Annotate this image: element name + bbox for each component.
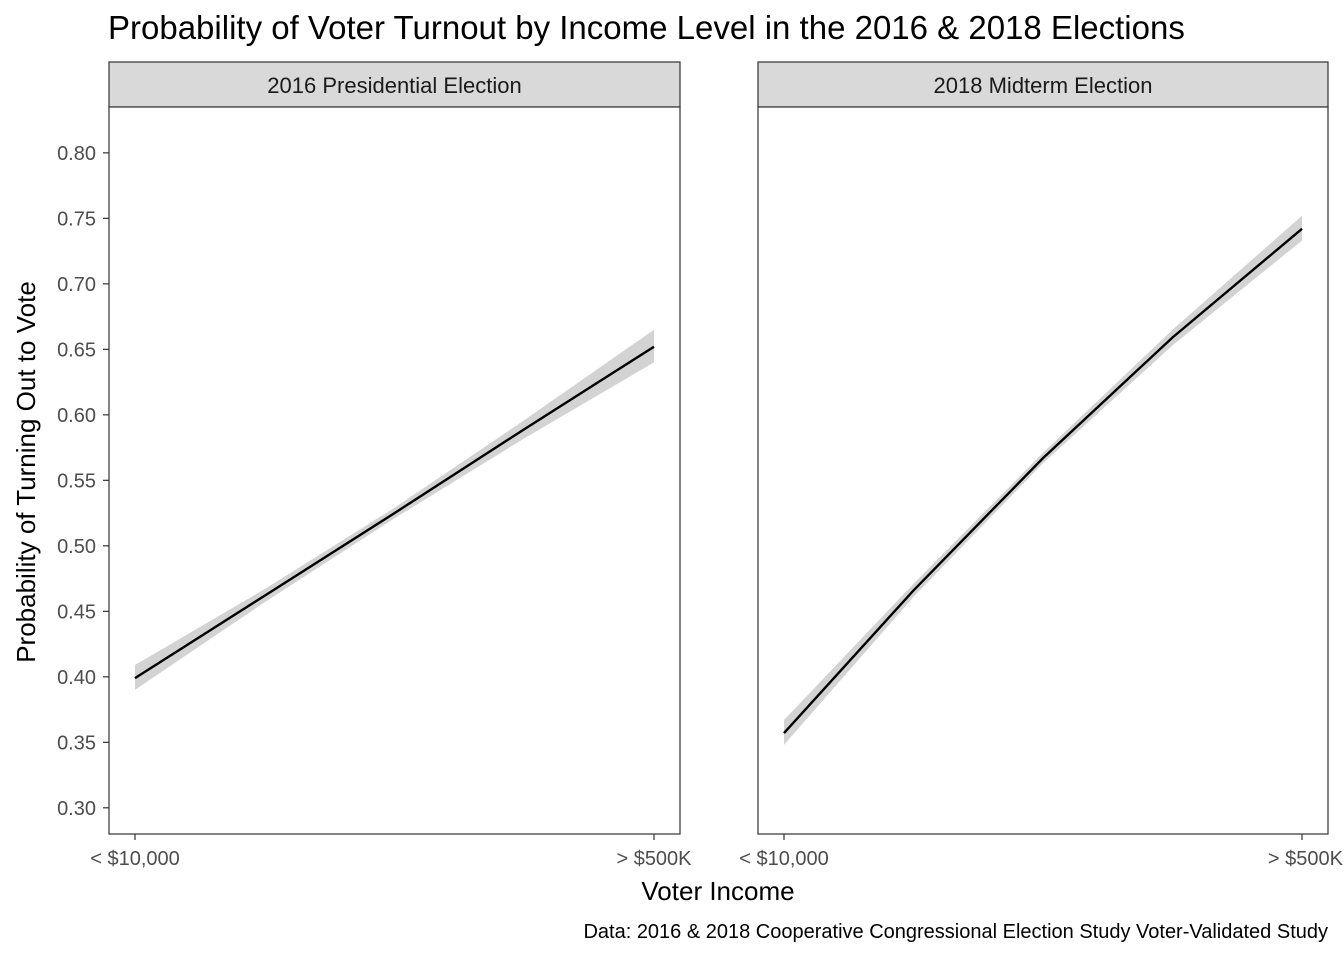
- series-line-2018: [783, 227, 1303, 734]
- series-line-2016: [134, 345, 655, 680]
- x-axis: < $10,000 > $500K < $10,000 > $500K: [90, 834, 1344, 870]
- caption: Data: 2016 & 2018 Cooperative Congressio…: [583, 921, 1328, 943]
- x-tick-label: > $500K: [1268, 848, 1344, 870]
- y-tick-label: 0.40: [57, 667, 96, 689]
- y-tick-label: 0.55: [57, 470, 96, 492]
- y-tick-label: 0.75: [57, 208, 96, 230]
- x-tick-label: > $500K: [616, 848, 692, 870]
- confidence-band-2018: [784, 215, 1302, 745]
- facet-2016: 2016 Presidential Election: [108, 61, 681, 835]
- panel-2018: [757, 106, 1329, 835]
- x-tick-label: < $10,000: [90, 848, 180, 870]
- strip-label-2018: 2018 Midterm Election: [934, 73, 1153, 98]
- strip-2016: [108, 61, 681, 108]
- y-tick-label: 0.80: [57, 143, 96, 165]
- x-axis-title: Voter Income: [641, 876, 794, 906]
- confidence-band-2016: [135, 329, 654, 690]
- y-tick-label: 0.30: [57, 798, 96, 820]
- chart-title: Probability of Voter Turnout by Income L…: [108, 9, 1185, 46]
- x-tick-label: < $10,000: [739, 848, 829, 870]
- y-tick-label: 0.70: [57, 274, 96, 296]
- y-axis-title: Probability of Turning Out to Vote: [11, 281, 41, 663]
- y-tick-label: 0.45: [57, 601, 96, 623]
- panel-2016: [108, 106, 681, 835]
- y-axis: 0.30 0.35 0.40 0.45 0.50 0.55 0.60 0.65 0.70 0.75…: [57, 143, 109, 820]
- strip-label-2016: 2016 Presidential Election: [267, 73, 521, 98]
- facet-2018: 2018 Midterm Election: [757, 61, 1329, 835]
- y-tick-label: 0.65: [57, 339, 96, 361]
- y-tick-label: 0.60: [57, 405, 96, 427]
- y-tick-label: 0.35: [57, 732, 96, 754]
- y-tick-label: 0.50: [57, 536, 96, 558]
